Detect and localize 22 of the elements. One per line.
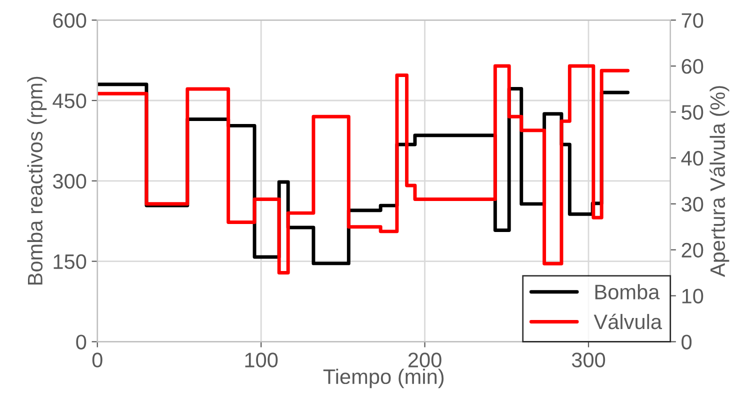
legend-label: Válvula bbox=[594, 314, 662, 330]
y2-tick-label: 0 bbox=[682, 334, 692, 350]
y2-tick-label: 50 bbox=[682, 104, 704, 120]
y2-tick-label: 10 bbox=[682, 288, 704, 304]
x-tick-label: 200 bbox=[408, 352, 442, 368]
y-tick-label: 450 bbox=[52, 94, 86, 108]
y2-tick-label: 40 bbox=[681, 150, 704, 166]
x-tick-label: 0 bbox=[92, 352, 102, 368]
x-tick-label: 300 bbox=[572, 352, 606, 368]
y-tick-label: 600 bbox=[53, 13, 86, 28]
y2-tick-label: 60 bbox=[682, 59, 704, 74]
x-tick-label: 100 bbox=[245, 352, 278, 368]
y-tick-label: 300 bbox=[52, 174, 86, 189]
y2-axis-title: Apertura Válvula (%) bbox=[710, 86, 730, 277]
y-axis-title: Bomba reactivos (rpm) bbox=[27, 76, 47, 285]
y-tick-label: 150 bbox=[54, 254, 86, 270]
y2-tick-label: 30 bbox=[682, 196, 704, 212]
y2-tick-label: 20 bbox=[682, 242, 704, 258]
legend-label: Bomba bbox=[595, 284, 660, 300]
x-axis-title: Tiempo (min) bbox=[323, 368, 444, 388]
y2-tick-label: 70 bbox=[682, 13, 704, 28]
y-tick-label: 0 bbox=[76, 334, 86, 350]
